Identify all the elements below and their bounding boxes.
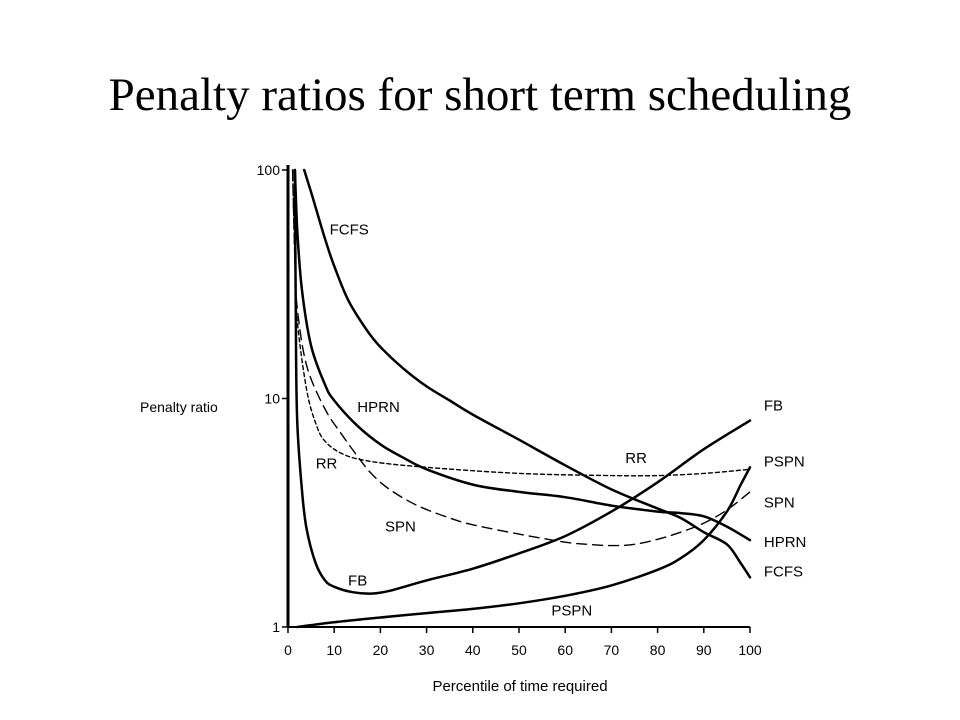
x-axis-label: Percentile of time required bbox=[432, 678, 607, 695]
series-label-spn: SPN bbox=[385, 519, 416, 536]
y-tick-label: 1 bbox=[272, 619, 280, 635]
x-tick-label: 30 bbox=[419, 642, 435, 658]
series-label-hprn: HPRN bbox=[764, 534, 807, 551]
slide-title: Penalty ratios for short term scheduling bbox=[108, 69, 852, 121]
x-tick-label: 20 bbox=[373, 642, 389, 658]
x-tick-label: 10 bbox=[326, 642, 342, 658]
series-line-hprn bbox=[293, 168, 752, 542]
x-tick-label: 60 bbox=[557, 642, 573, 658]
series-labels: FCFS FCFS HPRN HPRN RR RR SPN SPN FB FB PSPN PSPN bbox=[316, 221, 807, 619]
y-axis-label: Penalty ratio bbox=[140, 399, 218, 415]
series-line-fb bbox=[293, 168, 752, 595]
x-tick-label: 40 bbox=[465, 642, 481, 658]
series-label-pspn: PSPN bbox=[551, 603, 592, 620]
series-line-pspn bbox=[295, 466, 752, 629]
series-label-fcfs: FCFS bbox=[330, 221, 369, 238]
x-tick-label: 50 bbox=[511, 642, 527, 658]
series-line-rr bbox=[291, 169, 751, 477]
series-label-fcfs: FCFS bbox=[764, 563, 803, 580]
series-label-spn: SPN bbox=[764, 495, 795, 512]
series-label-fb: FB bbox=[348, 572, 367, 589]
series-label-fb: FB bbox=[764, 398, 783, 415]
x-tick-label: 100 bbox=[738, 642, 762, 658]
series-line-spn bbox=[291, 169, 751, 547]
series-label-rr: RR bbox=[625, 450, 647, 467]
x-tick-label: 90 bbox=[696, 642, 712, 658]
x-tick-label: 80 bbox=[650, 642, 666, 658]
series-lines bbox=[291, 168, 752, 629]
y-tick-label: 10 bbox=[264, 391, 280, 407]
y-tick-label: 100 bbox=[257, 162, 281, 178]
x-tick-label: 70 bbox=[604, 642, 620, 658]
x-tick-label: 0 bbox=[284, 642, 292, 658]
series-line-fcfs bbox=[302, 168, 752, 579]
series-label-pspn: PSPN bbox=[764, 454, 805, 471]
series-label-hprn: HPRN bbox=[357, 399, 400, 416]
series-label-rr: RR bbox=[316, 455, 338, 472]
